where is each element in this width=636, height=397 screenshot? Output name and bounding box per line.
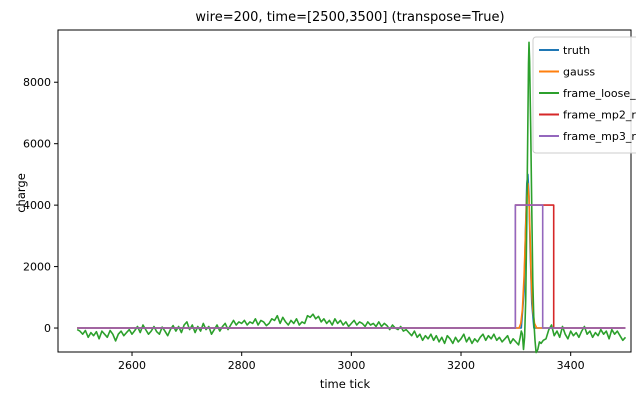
x-tick-label: 3200 xyxy=(447,359,475,372)
y-tick-label: 4000 xyxy=(23,199,51,212)
legend-entry-label: truth xyxy=(563,44,590,57)
x-tick-label: 3000 xyxy=(337,359,365,372)
legend-entry-label: frame_mp2_roi0 xyxy=(563,109,636,122)
x-axis-ticks: 2600 2800 3000 3200 3400 xyxy=(118,352,585,372)
x-axis-label: time tick xyxy=(320,377,371,391)
series-line-4 xyxy=(77,204,626,329)
legend-entry-label: frame_loose_lf0 xyxy=(563,87,636,100)
x-tick-label: 3400 xyxy=(557,359,585,372)
x-tick-label: 2800 xyxy=(228,359,256,372)
y-tick-label: 0 xyxy=(44,322,51,335)
y-axis-label: charge xyxy=(14,173,28,213)
y-tick-label: 2000 xyxy=(23,261,51,274)
legend: truth gauss frame_loose_lf0 frame_mp2_roi0f… xyxy=(532,36,636,154)
legend-entry-label: frame_mp3_roi0 xyxy=(563,130,636,143)
y-tick-label: 6000 xyxy=(23,138,51,151)
chart-title: wire=200, time=[2500,3500] (transpose=Tr… xyxy=(195,10,504,25)
x-tick-label: 2600 xyxy=(118,359,146,372)
legend-entry-label: gauss xyxy=(563,66,595,79)
legend-frame xyxy=(532,36,636,154)
series-layer xyxy=(76,41,627,354)
y-axis-ticks: 0 2000 4000 6000 8000 xyxy=(23,76,58,335)
y-tick-label: 8000 xyxy=(23,76,51,89)
